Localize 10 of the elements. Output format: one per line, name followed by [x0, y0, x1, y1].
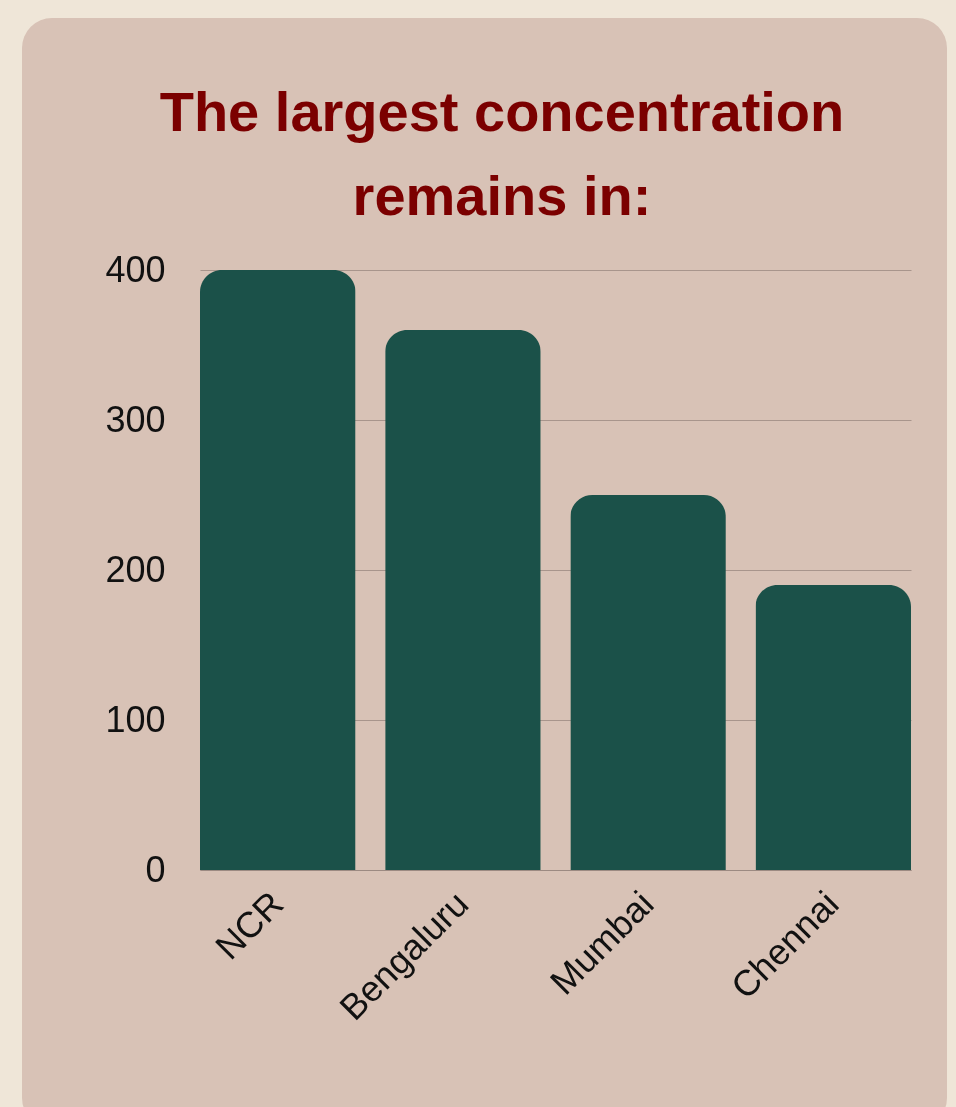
y-tick-label: 0: [145, 848, 166, 890]
bar: [755, 585, 911, 870]
bar: [570, 495, 726, 870]
bar: [200, 270, 356, 870]
y-tick-label: 300: [105, 398, 166, 440]
y-tick-label: 100: [105, 698, 166, 740]
y-tick-label: 400: [105, 248, 166, 290]
bar: [385, 330, 541, 870]
chart-title: The largest concentration remains in:: [158, 79, 846, 229]
y-tick-label: 200: [105, 548, 166, 590]
